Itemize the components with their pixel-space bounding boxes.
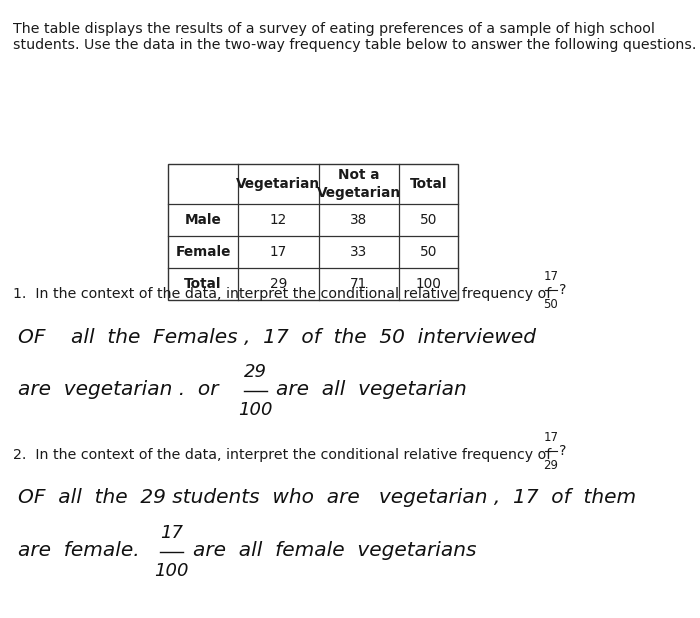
Text: are  all  vegetarian: are all vegetarian bbox=[276, 380, 468, 399]
Text: 50: 50 bbox=[420, 245, 438, 259]
Text: 17: 17 bbox=[543, 431, 559, 444]
Text: 12: 12 bbox=[270, 213, 287, 227]
Text: 50: 50 bbox=[543, 298, 559, 311]
Text: 33: 33 bbox=[350, 245, 368, 259]
Text: 71: 71 bbox=[350, 277, 368, 291]
Text: OF    all  the  Females ,  17  of  the  50  interviewed: OF all the Females , 17 of the 50 interv… bbox=[18, 328, 536, 347]
Text: 100: 100 bbox=[154, 562, 189, 580]
Text: 17: 17 bbox=[270, 245, 287, 259]
Text: OF  all  the  29 students  who  are   vegetarian ,  17  of  them: OF all the 29 students who are vegetaria… bbox=[18, 488, 636, 507]
Text: are  vegetarian .  or: are vegetarian . or bbox=[18, 380, 218, 399]
Text: are  female.: are female. bbox=[18, 541, 139, 560]
Text: 2.  In the context of the data, interpret the conditional relative frequency of: 2. In the context of the data, interpret… bbox=[13, 448, 551, 462]
Text: ?: ? bbox=[559, 284, 567, 297]
Text: 1.  In the context of the data, interpret the conditional relative frequency of: 1. In the context of the data, interpret… bbox=[13, 287, 551, 302]
Text: Female: Female bbox=[175, 245, 231, 259]
Text: 100: 100 bbox=[238, 401, 273, 419]
Text: The table displays the results of a survey of eating preferences of a sample of : The table displays the results of a surv… bbox=[13, 22, 654, 36]
Text: 50: 50 bbox=[420, 213, 438, 227]
Text: Total: Total bbox=[410, 177, 447, 191]
Text: Not a
Vegetarian: Not a Vegetarian bbox=[316, 168, 401, 200]
Text: 17: 17 bbox=[160, 524, 183, 542]
Text: 29: 29 bbox=[543, 459, 559, 472]
Text: 38: 38 bbox=[350, 213, 368, 227]
Text: 17: 17 bbox=[543, 270, 559, 283]
Text: 29: 29 bbox=[244, 363, 267, 381]
Text: Vegetarian: Vegetarian bbox=[236, 177, 321, 191]
Text: students. Use the data in the two-way frequency table below to answer the follow: students. Use the data in the two-way fr… bbox=[13, 38, 696, 53]
Text: are  all  female  vegetarians: are all female vegetarians bbox=[193, 541, 476, 560]
Text: Total: Total bbox=[184, 277, 222, 291]
Bar bbox=[168, 164, 458, 300]
Text: Male: Male bbox=[185, 213, 221, 227]
Text: ?: ? bbox=[559, 444, 567, 458]
Text: 29: 29 bbox=[270, 277, 287, 291]
Text: 100: 100 bbox=[416, 277, 442, 291]
